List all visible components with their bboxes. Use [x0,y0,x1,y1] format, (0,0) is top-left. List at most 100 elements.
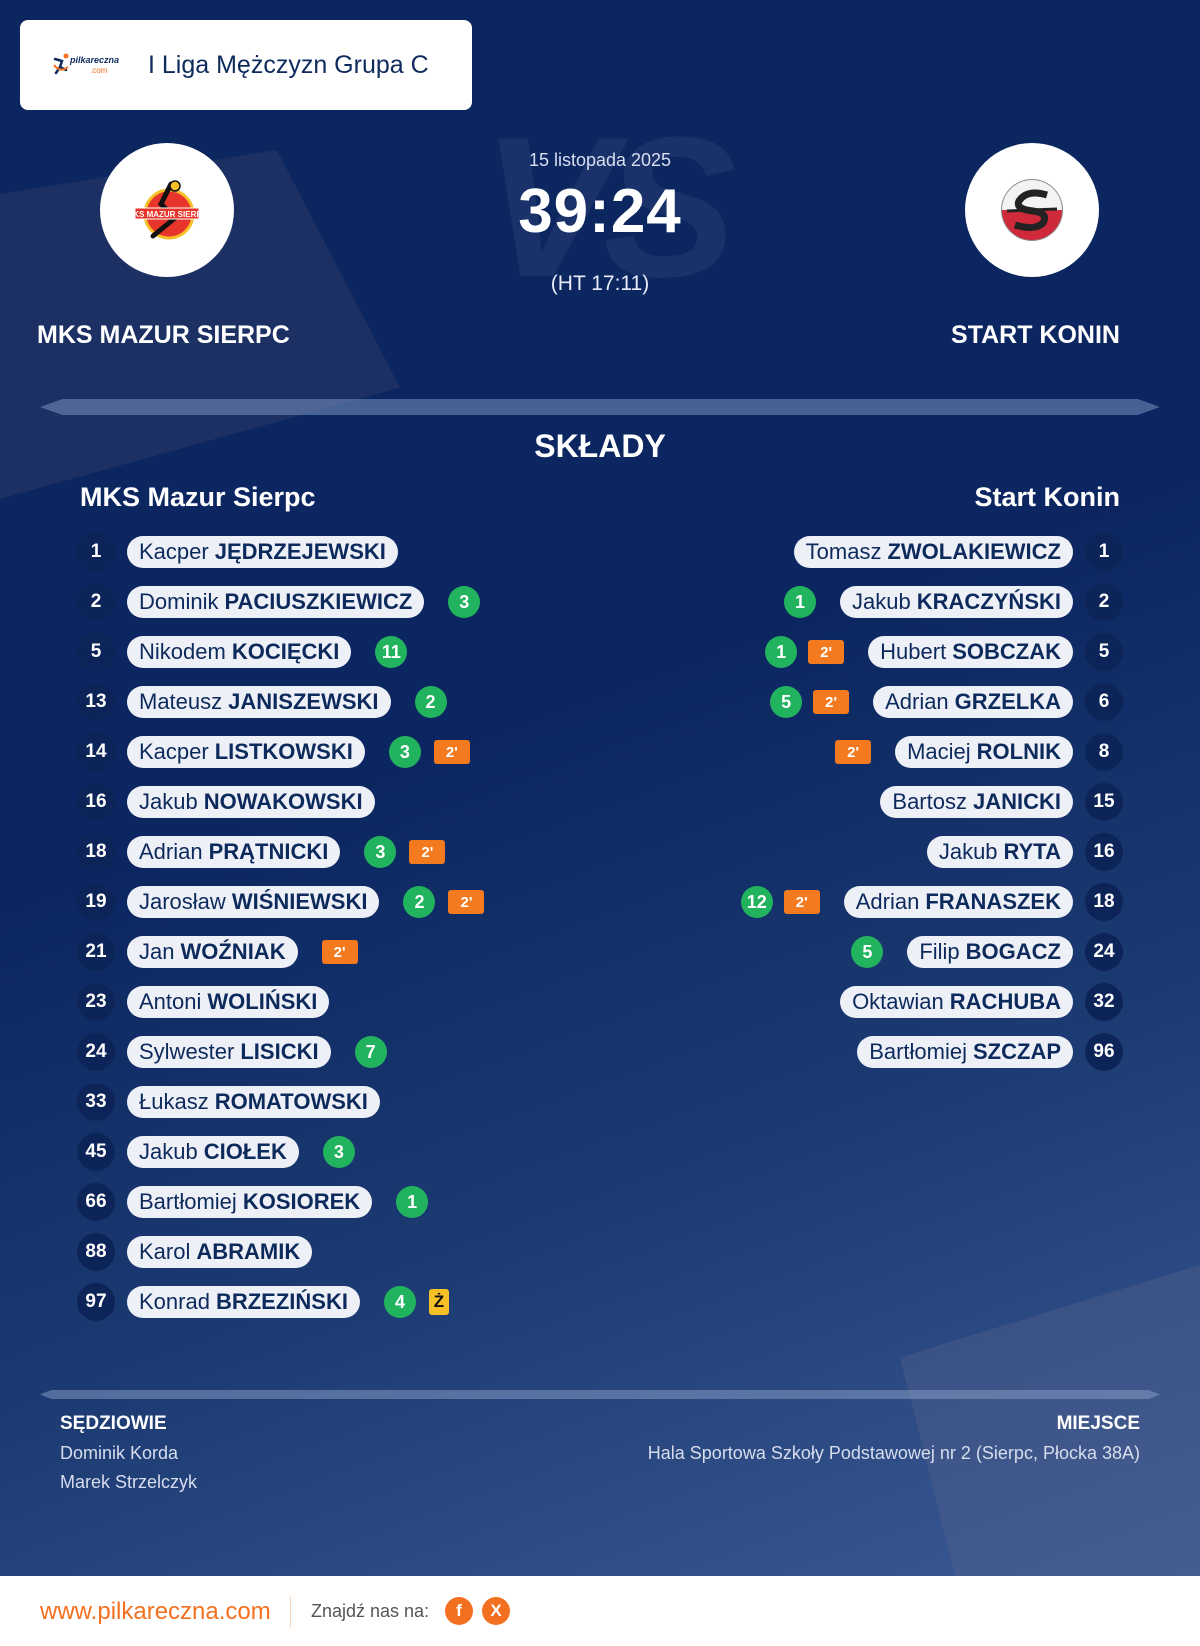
player-stats: 2 2' [403,886,485,918]
start-konin-crest-icon [1001,179,1063,241]
player-first-name: Jan [139,939,175,964]
player-last-name: LISTKOWSKI [214,739,353,764]
player-name[interactable]: Adrian PRĄTNICKI [127,836,341,868]
player-row: 14 Kacper LISTKOWSKI 3 2' [77,727,484,777]
goals-badge: 3 [322,1136,355,1168]
player-name[interactable]: Bartłomiej KOSIOREK [127,1186,373,1218]
player-name[interactable]: Kacper JĘDRZEJEWSKI [127,536,398,568]
away-team-crest [965,143,1099,277]
suspension-badge: 2' [783,890,820,914]
jersey-number: 8 [1085,733,1123,771]
player-name[interactable]: Dominik PACIUSZKIEWICZ [127,586,425,618]
match-date: 15 listopada 2025 [528,150,672,170]
player-last-name: WOLIŃSKI [207,989,318,1014]
player-name[interactable]: Nikodem KOCIĘCKI [127,636,352,668]
player-first-name: Filip [919,939,960,964]
yellow-card-badge: Ż [428,1289,449,1315]
player-name[interactable]: Jakub NOWAKOWSKI [127,786,375,818]
referee-name: Dominik Korda [60,1443,179,1463]
player-row: 88 Karol ABRAMIK [77,1227,484,1277]
player-name[interactable]: Hubert SOBCZAK [868,636,1073,668]
player-row: 2 Dominik PACIUSZKIEWICZ 3 [77,577,484,627]
player-name[interactable]: Bartosz JANICKI [880,786,1073,818]
jersey-number: 66 [77,1183,115,1221]
player-stats: 1 2' [765,636,845,668]
jersey-number: 13 [77,683,115,721]
player-last-name: ROMATOWSKI [214,1089,368,1114]
jersey-number: 2 [1085,583,1123,621]
player-stats: 5 [851,936,884,968]
player-row: Bartosz JANICKI 15 [741,777,1123,827]
player-name[interactable]: Jakub RYTA [926,836,1073,868]
player-last-name: FRANASZEK [925,889,1061,914]
player-row: 5 2' Adrian GRZELKA 6 [741,677,1123,727]
jersey-number: 19 [77,883,115,921]
player-name[interactable]: Oktawian RACHUBA [840,986,1073,1018]
player-first-name: Tomasz [805,539,882,564]
player-name[interactable]: Łukasz ROMATOWSKI [127,1086,380,1118]
player-stats: 7 [354,1036,387,1068]
jersey-number: 1 [77,533,115,571]
home-team-name: MKS MAZUR SIERPC [37,321,290,349]
player-last-name: NOWAKOWSKI [203,789,363,814]
player-name[interactable]: Tomasz ZWOLAKIEWICZ [793,536,1073,568]
jersey-number: 96 [1085,1033,1123,1071]
player-first-name: Jakub [139,789,198,814]
player-last-name: GRZELKA [954,689,1061,714]
player-name[interactable]: Bartłomiej SZCZAP [857,1036,1073,1068]
website-link[interactable]: www.pilkareczna.com [40,1598,271,1625]
player-row: 16 Jakub NOWAKOWSKI [77,777,484,827]
player-last-name: WIŚNIEWSKI [231,889,368,914]
player-name[interactable]: Konrad BRZEZIŃSKI [127,1286,360,1318]
referees-heading: SĘDZIOWIE [60,1413,167,1434]
jersey-number: 97 [77,1283,115,1321]
player-name[interactable]: Sylwester LISICKI [127,1036,331,1068]
player-row: 19 Jarosław WIŚNIEWSKI 2 2' [77,877,485,927]
player-row: 2' Maciej ROLNIK 8 [741,727,1123,777]
player-first-name: Jarosław [139,889,226,914]
jersey-number: 15 [1085,783,1123,821]
player-name[interactable]: Mateusz JANISZEWSKI [127,686,391,718]
player-name[interactable]: Adrian GRZELKA [873,686,1073,718]
suspension-badge: 2' [835,740,872,764]
find-us-label: Znajdź nas na: [311,1601,430,1621]
player-stats: 11 [375,636,408,668]
player-first-name: Konrad [139,1289,210,1314]
player-name[interactable]: Jarosław WIŚNIEWSKI [127,886,380,918]
player-name[interactable]: Adrian FRANASZEK [843,886,1073,918]
player-name[interactable]: Antoni WOLIŃSKI [127,986,330,1018]
player-name[interactable]: Jan WOŹNIAK [127,936,298,968]
venue-name: Hala Sportowa Szkoły Podstawowej nr 2 (S… [647,1443,1140,1463]
player-first-name: Hubert [880,639,947,664]
jersey-number: 6 [1085,683,1123,721]
svg-text:MKS MAZUR SIERPC: MKS MAZUR SIERPC [131,210,203,219]
player-name[interactable]: Jakub KRACZYŃSKI [840,586,1073,618]
player-first-name: Karol [139,1239,191,1264]
jersey-number: 18 [77,833,115,871]
x-twitter-icon[interactable]: X [482,1597,510,1625]
pilkareczna-logo-icon[interactable]: pilkareczna .com [50,51,124,79]
goals-badge: 2 [414,686,447,718]
league-title: I Liga Mężczyzn Grupa C [148,50,429,79]
player-name[interactable]: Maciej ROLNIK [895,736,1073,768]
jersey-number: 2 [77,583,115,621]
jersey-number: 23 [77,983,115,1021]
goals-badge: 1 [396,1186,429,1218]
goals-badge: 3 [448,586,481,618]
player-stats: 3 [322,1136,355,1168]
facebook-icon[interactable]: f [445,1597,473,1625]
player-last-name: RACHUBA [949,989,1061,1014]
player-name[interactable]: Filip BOGACZ [907,936,1073,968]
player-row: 1 2' Hubert SOBCZAK 5 [741,627,1123,677]
suspension-badge: 2' [409,840,446,864]
player-stats: 1 [396,1186,429,1218]
player-name[interactable]: Karol ABRAMIK [127,1236,313,1268]
player-last-name: JANICKI [972,789,1061,814]
goals-badge: 1 [784,586,817,618]
match-card: VS pilkareczna .com I Liga Mężczyzn Grup… [0,0,1200,1576]
goals-badge: 3 [364,836,397,868]
player-name[interactable]: Kacper LISTKOWSKI [127,736,365,768]
goals-badge: 2 [403,886,436,918]
footer-separator [290,1596,291,1628]
player-name[interactable]: Jakub CIOŁEK [127,1136,299,1168]
